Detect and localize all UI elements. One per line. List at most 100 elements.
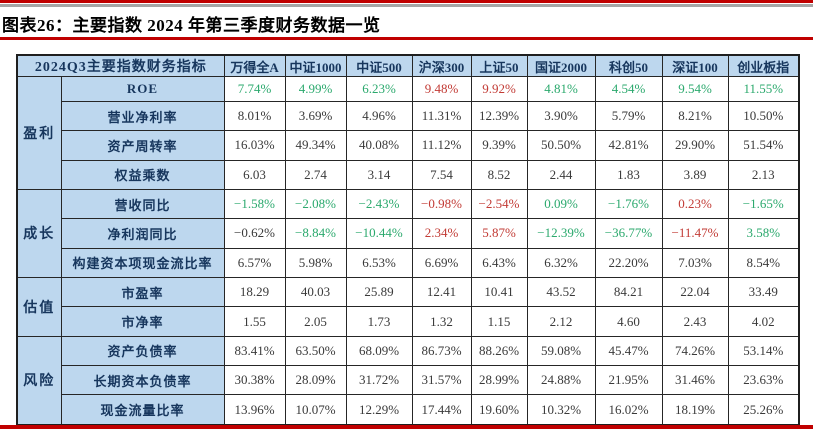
row-label: 营业净利率 (60, 100, 225, 132)
value-cell: 11.31% (411, 100, 472, 132)
value-cell: 28.99% (470, 365, 528, 396)
value-cell: 4.99% (284, 76, 347, 102)
value-cell: −0.62% (223, 218, 286, 249)
value-cell: 1.15 (470, 306, 528, 337)
value-cell: 3.90% (526, 100, 596, 132)
value-cell: −2.08% (284, 188, 347, 220)
table-row: 构建资本项现金流比率 6.57% 5.98% 6.53% 6.69% 6.43% 6.32%… (17, 247, 800, 279)
column-header: 万得全A (223, 54, 286, 77)
value-cell: 2.74 (284, 159, 347, 190)
value-cell: 51.54% (727, 130, 800, 161)
value-cell: 4.60 (594, 306, 663, 337)
value-cell: 3.14 (345, 159, 413, 190)
value-cell: 6.53% (345, 247, 413, 279)
value-cell: 10.50% (727, 100, 800, 132)
value-cell: 16.02% (594, 394, 663, 426)
value-cell: 18.19% (661, 394, 729, 426)
value-cell: 25.89 (345, 276, 413, 308)
bottom-accent-line (0, 425, 813, 429)
value-cell: 12.39% (470, 100, 528, 132)
value-cell: 11.55% (727, 76, 800, 102)
value-cell: 88.26% (470, 335, 528, 367)
value-cell: 2.44 (526, 159, 596, 190)
value-cell: 63.50% (284, 335, 347, 367)
value-cell: 7.03% (661, 247, 729, 279)
value-cell: 84.21 (594, 276, 663, 308)
table-row: 盈利 ROE 7.74% 4.99% 6.23% 9.48% 9.92% 4.81% 4.54%… (16, 76, 800, 190)
column-header: 沪深300 (411, 54, 472, 77)
value-cell: 2.43 (661, 306, 729, 337)
row-label: 资产负债率 (60, 335, 225, 367)
value-cell: 86.73% (411, 335, 472, 367)
value-cell: 12.29% (345, 394, 413, 426)
value-cell: −1.65% (727, 188, 800, 220)
table-row: 风险 资产负债率 83.41% 63.50% 68.09% 86.73% 88.26% 59.… (16, 335, 800, 426)
value-cell: 10.07% (284, 394, 347, 426)
value-cell: 83.41% (223, 335, 286, 367)
value-cell: 5.87% (470, 218, 528, 249)
value-cell: 6.57% (223, 247, 286, 279)
column-header: 中证1000 (284, 54, 347, 77)
value-cell: 5.98% (284, 247, 347, 279)
value-cell: 8.21% (661, 100, 729, 132)
value-cell: 53.14% (727, 335, 800, 367)
value-cell: 8.01% (223, 100, 286, 132)
table-body: 盈利 ROE 7.74% 4.99% 6.23% 9.48% 9.92% 4.81% 4.54%… (16, 76, 800, 426)
column-header: 上证50 (470, 54, 528, 77)
value-cell: 9.54% (661, 76, 729, 102)
top-accent-line (0, 0, 813, 3)
value-cell: 12.41 (411, 276, 472, 308)
row-label: 构建资本项现金流比率 (60, 247, 225, 279)
value-cell: 5.79% (594, 100, 663, 132)
value-cell: −2.54% (470, 188, 528, 220)
value-cell: 7.54 (411, 159, 472, 190)
value-cell: 25.26% (727, 394, 800, 426)
value-cell: 22.20% (594, 247, 663, 279)
table-row: 估值 市盈率 18.29 40.03 25.89 12.41 10.41 43.52 84.21… (16, 276, 800, 337)
value-cell: 7.74% (223, 76, 286, 102)
value-cell: 9.39% (470, 130, 528, 161)
column-header: 国证2000 (526, 54, 596, 77)
table-row: 市净率 1.55 2.05 1.73 1.32 1.15 2.12 4.60 2.43 4.02 (17, 306, 800, 337)
value-cell: 2.05 (284, 306, 347, 337)
value-cell: 0.09% (526, 188, 596, 220)
value-cell: 22.04 (661, 276, 729, 308)
value-cell: 40.03 (284, 276, 347, 308)
figure-title: 图表26：主要指数 2024 年第三季度财务数据一览 (2, 16, 381, 35)
column-header: 中证500 (345, 54, 413, 77)
value-cell: 31.46% (661, 365, 729, 396)
value-cell: −1.76% (594, 188, 663, 220)
table-row: 成长 营收同比 −1.58% −2.08% −2.43% −0.98% −2.54% 0.09… (16, 188, 800, 279)
value-cell: 6.23% (345, 76, 413, 102)
value-cell: 24.88% (526, 365, 596, 396)
value-cell: 16.03% (223, 130, 286, 161)
group-label: 风险 (16, 335, 62, 426)
value-cell: 45.47% (594, 335, 663, 367)
top-accent-shadow (0, 4, 813, 7)
value-cell: 4.81% (526, 76, 596, 102)
group-label: 成长 (16, 188, 62, 279)
value-cell: 10.32% (526, 394, 596, 426)
value-cell: −12.39% (526, 218, 596, 249)
value-cell: 3.69% (284, 100, 347, 132)
table-row: 现金流量比率 13.96% 10.07% 12.29% 17.44% 19.60% 10.3… (17, 394, 800, 426)
value-cell: 3.58% (727, 218, 800, 249)
row-label: 市净率 (60, 306, 225, 337)
row-label: 营收同比 (60, 188, 225, 220)
value-cell: 4.54% (594, 76, 663, 102)
value-cell: −2.43% (345, 188, 413, 220)
value-cell: −11.47% (661, 218, 729, 249)
value-cell: 74.26% (661, 335, 729, 367)
value-cell: −1.58% (223, 188, 286, 220)
value-cell: 9.48% (411, 76, 472, 102)
title-underline (0, 37, 813, 40)
value-cell: 49.34% (284, 130, 347, 161)
column-header: 科创50 (594, 54, 663, 77)
value-cell: 2.12 (526, 306, 596, 337)
value-cell: 31.57% (411, 365, 472, 396)
value-cell: 6.03 (223, 159, 286, 190)
value-cell: 3.89 (661, 159, 729, 190)
value-cell: 8.54% (727, 247, 800, 279)
financial-table: 2024Q3主要指数财务指标 万得全A 中证1000 中证500 沪深300 上证50 国… (16, 54, 801, 426)
row-label: ROE (60, 76, 225, 102)
